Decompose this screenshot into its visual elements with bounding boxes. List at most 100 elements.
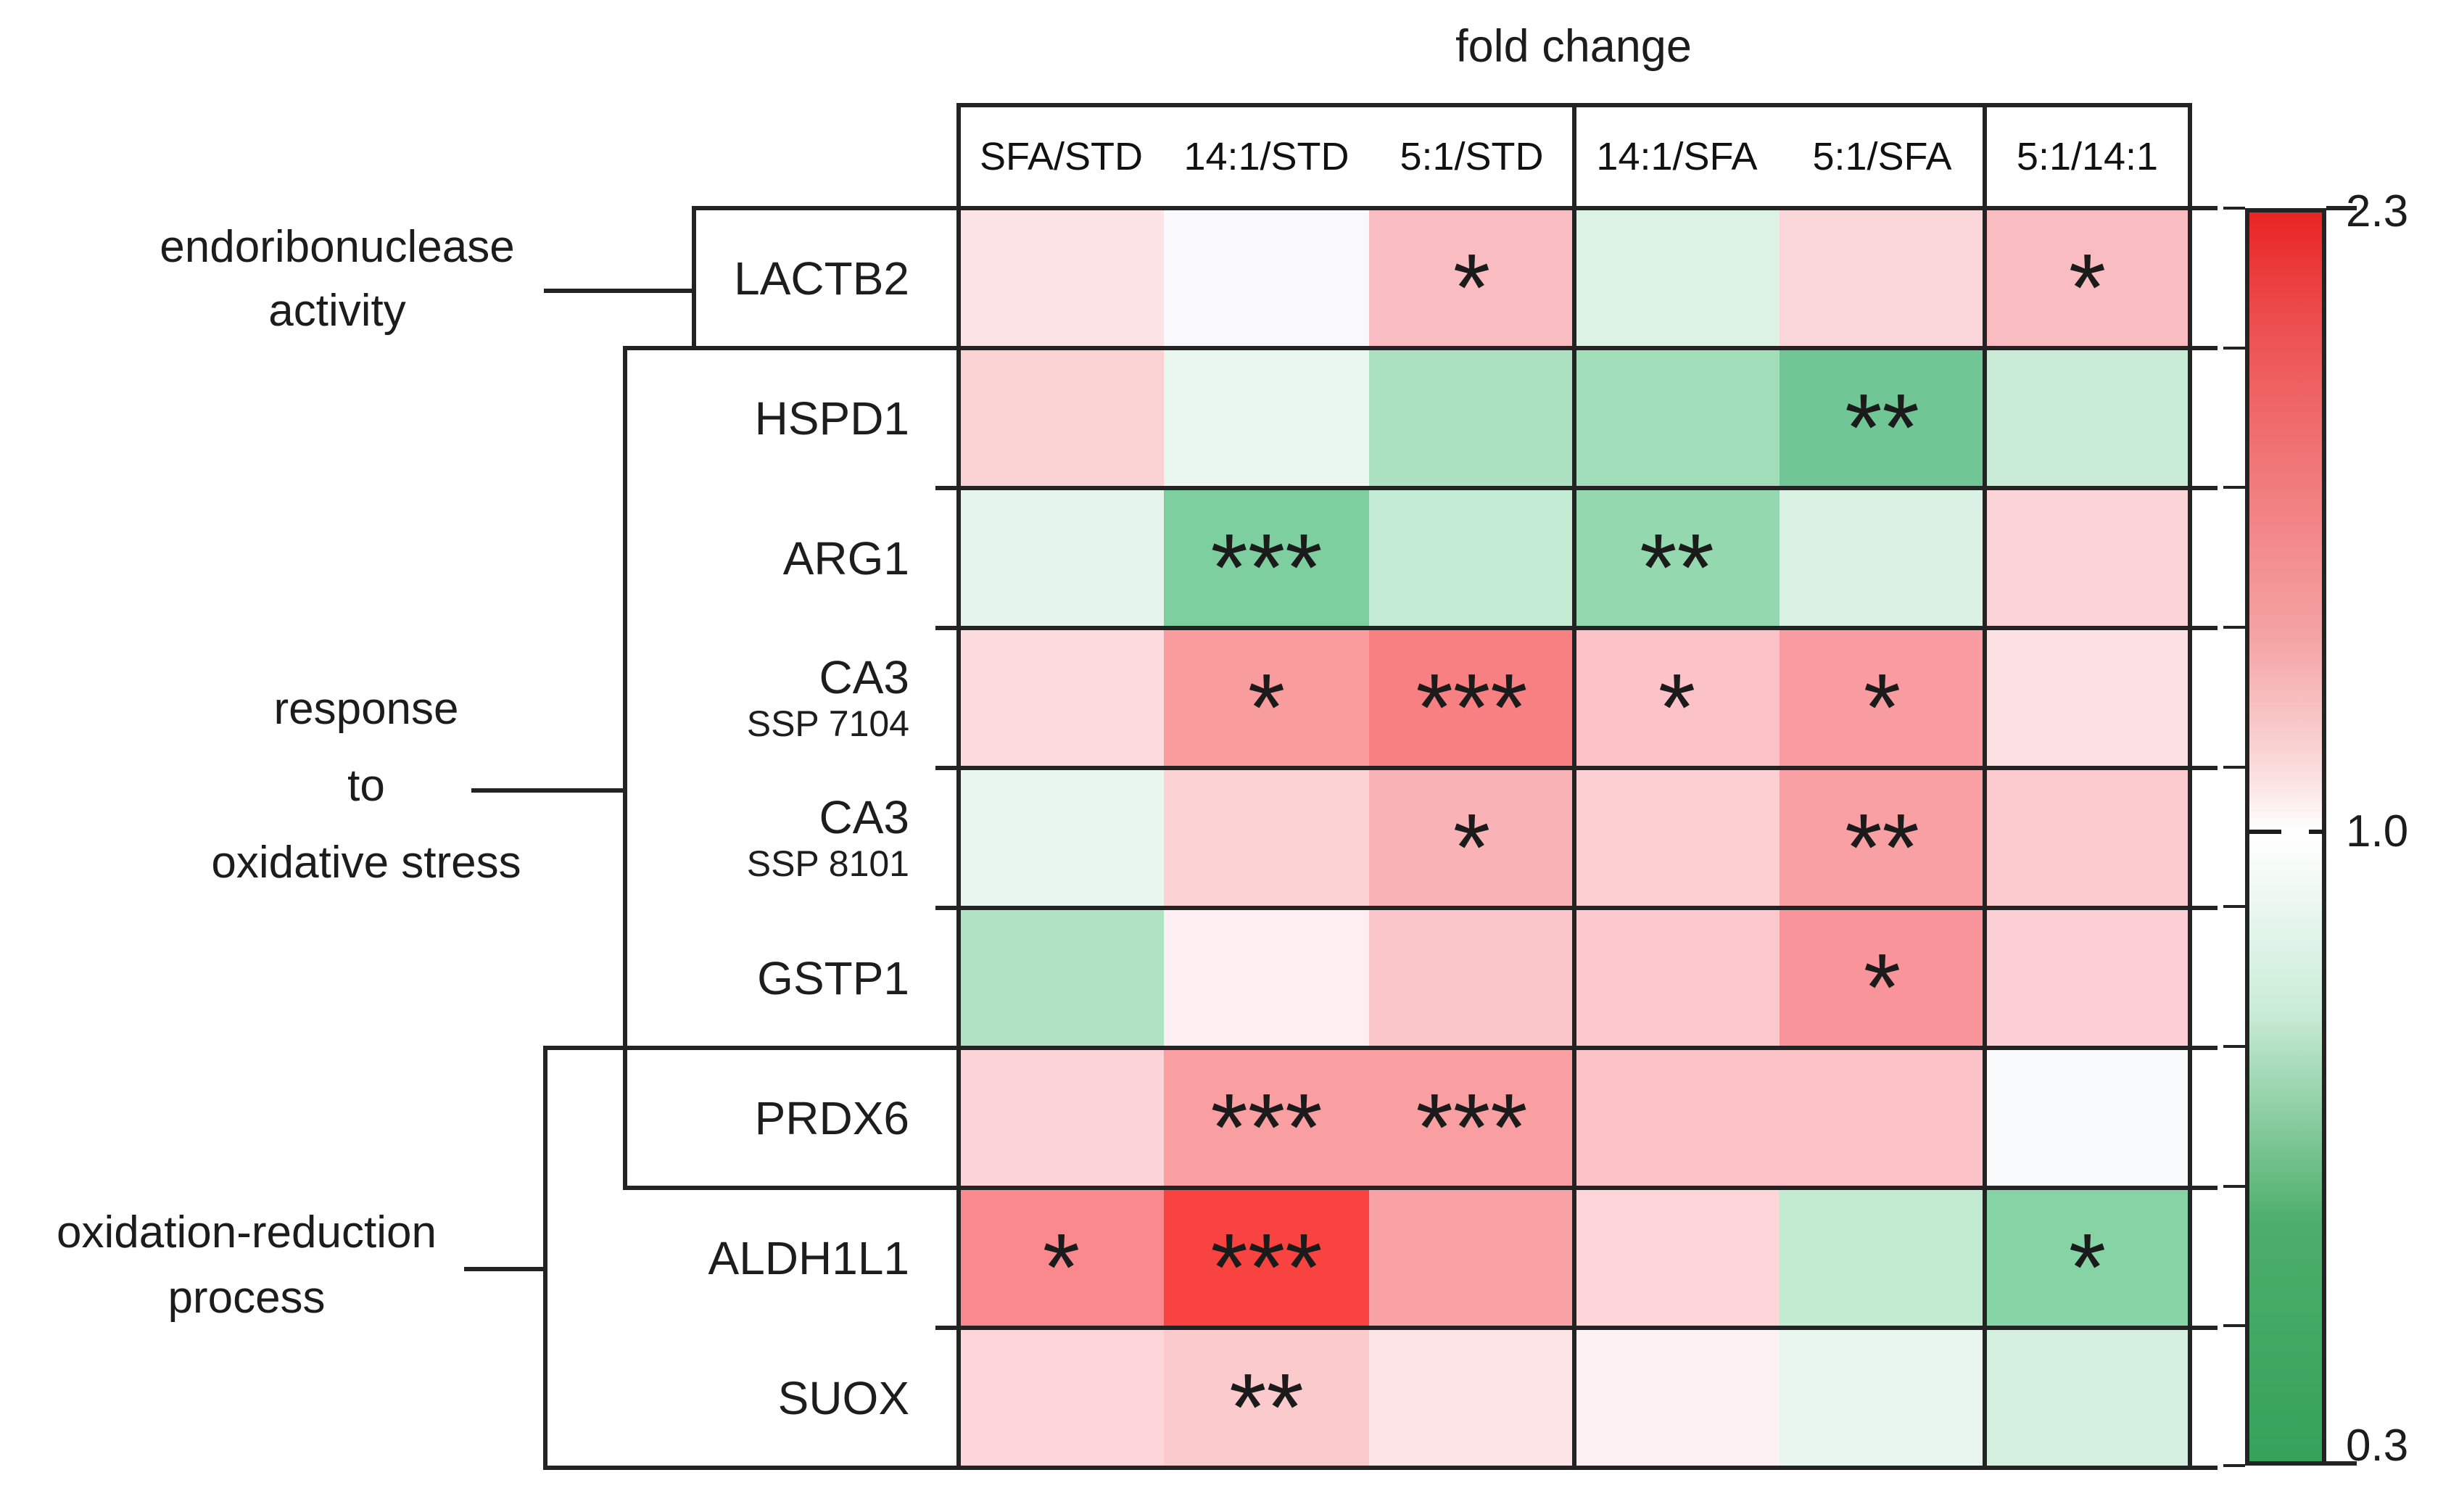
significance-stars: * [2068,234,2107,341]
heatmap-cell [1985,488,2190,628]
column-header: SFA/STD [959,105,1164,208]
gene-name: LACTB2 [734,252,909,305]
heatmap-cell [1780,1328,1985,1468]
group-label-line: endoribonuclease [160,222,515,272]
heatmap-cell [959,908,1164,1048]
heatmap-cell [959,1328,1164,1468]
heatmap-cell [1164,908,1369,1048]
row-label: CA3 SSP 8101 [290,768,935,908]
heatmap-cell [959,348,1164,488]
heatmap-cell: * [1780,628,1985,768]
significance-stars: *** [1415,654,1528,761]
heatmap-cell [1369,1328,1574,1468]
significance-stars: * [1042,1214,1080,1321]
heatmap-cell: *** [1164,1048,1369,1188]
grid-hline [623,346,2218,350]
grid-hline [935,626,2218,630]
heatmap-cell: * [1780,908,1985,1048]
colorbar-min-label: 0.3 [2346,1421,2409,1471]
significance-stars: * [1658,654,1696,761]
heatmap-cell: * [1164,628,1369,768]
grid-hline [935,1326,2218,1330]
heatmap-cell [1164,208,1369,348]
group-label-line: process [168,1273,326,1323]
colorbar-tick [2223,1464,2245,1467]
colorbar-mid-label: 1.0 [2346,806,2409,856]
gene-name: PRDX6 [754,1091,909,1144]
row-label: ARG1 [290,488,935,628]
row-label: ALDH1L1 [290,1188,935,1328]
chart-title: fold change [1455,21,1692,72]
group-label: oxidation-reduction process [0,1200,537,1331]
heatmap-cell [1574,1048,1780,1188]
heatmap-cell [959,768,1164,908]
group-label: response to oxidative stress [76,671,656,901]
gene-name: ALDH1L1 [708,1231,910,1284]
significance-stars: *** [1210,1214,1323,1321]
heatmap-cell: *** [1369,1048,1574,1188]
row-label: HSPD1 [290,348,935,488]
heatmap-cell [959,628,1164,768]
grid-vline [543,1046,547,1470]
heatmap-cell [1985,908,2190,1048]
heatmap-cell: * [1574,628,1780,768]
grid-hline [692,206,2218,210]
heatmap-cell: ** [1574,488,1780,628]
significance-stars: * [1863,934,1901,1041]
grid-hline [935,486,2218,490]
heatmap-cell [1574,1188,1780,1328]
grid-hline [935,766,2218,770]
significance-stars: * [2068,1214,2107,1321]
gene-name: CA3 [819,790,910,843]
colorbar-bottom-tick [2326,1461,2357,1466]
column-header: 5:1/14:1 [1985,105,2190,208]
group-label-line: oxidation-reduction [57,1207,437,1257]
heatmap-cell [1985,1048,2190,1188]
row-label: PRDX6 [290,1048,935,1188]
heatmap-cell: * [1369,768,1574,908]
heatmap-cell [1574,208,1780,348]
heatmap-cell [1780,1188,1985,1328]
heatmap-cell: *** [1164,1188,1369,1328]
heatmap-cell [1985,348,2190,488]
significance-stars: * [1863,654,1901,761]
colorbar-midline-dashed [2249,830,2323,834]
significance-stars: ** [1640,514,1714,621]
grid-hline [543,1046,2218,1050]
column-header: 5:1/STD [1369,105,1574,208]
row-label: GSTP1 [290,908,935,1048]
heatmap-cell: *** [1164,488,1369,628]
connector-line-oxidative-stress [471,788,625,793]
grid-hline [543,1466,2218,1470]
heatmap-cell [1369,908,1574,1048]
heatmap-cell [1985,768,2190,908]
grid-vline [956,103,961,1470]
heatmap-cell [1369,488,1574,628]
grid-vline [692,206,696,350]
grid-vline [2188,103,2192,1470]
heatmap-cell [1164,348,1369,488]
colorbar-tick [2223,347,2245,350]
row-label: SUOX [290,1328,935,1468]
column-header: 5:1/SFA [1780,105,1985,208]
heatmap-cell [1369,348,1574,488]
grid-hline [623,1186,2218,1190]
gene-name: GSTP1 [757,951,909,1004]
significance-stars: ** [1845,374,1919,481]
gene-spot-number: SSP 7104 [746,703,909,744]
heatmap-cell: ** [1164,1328,1369,1468]
heatmap-cell: * [1985,208,2190,348]
colorbar-tick [2223,766,2245,769]
heatmap-cell [1985,628,2190,768]
row-label: CA3 SSP 7104 [290,628,935,768]
heatmap-cell [1780,208,1985,348]
colorbar-tick [2223,626,2245,629]
heatmap-cell: ** [1780,768,1985,908]
colorbar-tick [2223,1185,2245,1188]
heatmap-cell: * [1369,208,1574,348]
group-label: endoribonuclease activity [47,215,627,343]
group-label-line: oxidative stress [211,838,521,888]
column-header: 14:1/SFA [1574,105,1780,208]
gene-name: HSPD1 [754,392,909,445]
